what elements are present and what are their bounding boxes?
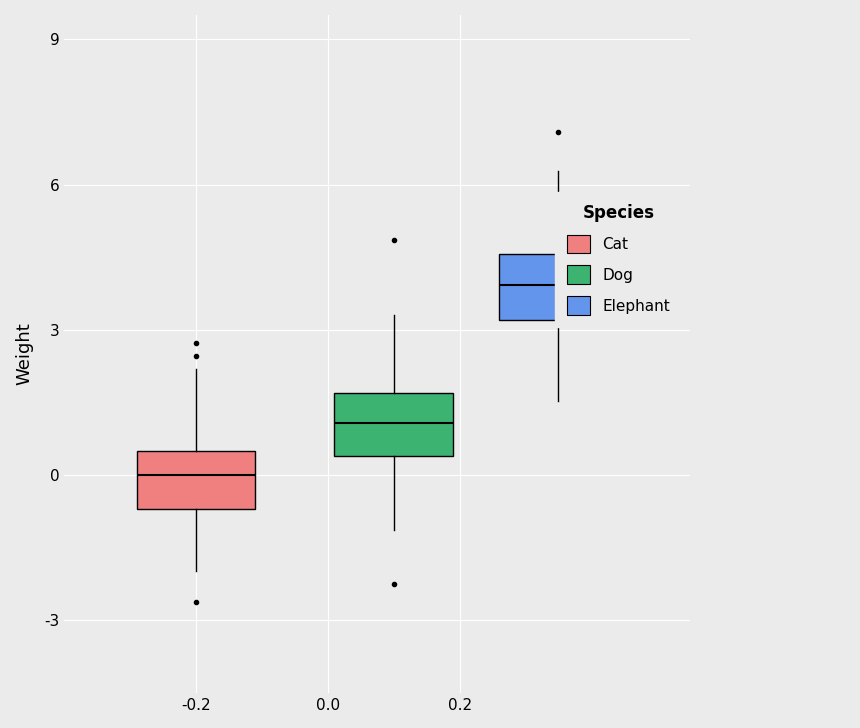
PathPatch shape <box>137 451 255 510</box>
Legend: Cat, Dog, Elephant: Cat, Dog, Elephant <box>556 192 683 327</box>
PathPatch shape <box>499 253 617 320</box>
PathPatch shape <box>335 393 453 456</box>
Y-axis label: Weight: Weight <box>15 323 33 385</box>
